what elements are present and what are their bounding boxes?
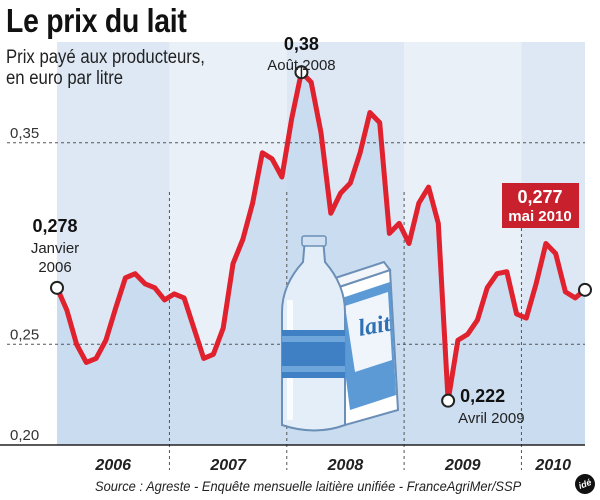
data-point — [495, 272, 499, 275]
year-label-2009: 2009 — [444, 457, 481, 474]
annotated-point — [578, 282, 592, 297]
chart-subtitle: Prix payé aux producteurs, en euro par l… — [6, 47, 205, 89]
data-point — [134, 272, 137, 275]
annotation-value: 0,277 — [517, 187, 562, 207]
data-point — [163, 298, 166, 302]
year-label-2007: 2007 — [209, 457, 247, 474]
annotation-label: Avril 2009 — [458, 410, 524, 427]
data-point — [182, 296, 186, 300]
data-point — [202, 357, 205, 360]
data-point — [192, 326, 196, 330]
data-point — [124, 276, 127, 279]
subtitle-line-1: Prix payé aux producteurs, — [6, 47, 205, 68]
callout-box — [502, 183, 579, 228]
data-point — [173, 292, 176, 296]
data-point — [212, 353, 215, 356]
annotation-label: 2006 — [38, 259, 71, 276]
data-point — [104, 339, 108, 342]
data-point — [544, 242, 548, 245]
data-point — [358, 151, 362, 155]
source-note: Source : Agreste - Enquête mensuelle lai… — [95, 478, 522, 494]
data-point — [153, 286, 156, 290]
chart-title: Le prix du lait — [6, 2, 187, 39]
data-point — [564, 290, 567, 294]
data-point — [114, 306, 117, 310]
annotation-label: Août 2008 — [267, 57, 335, 74]
data-point — [222, 326, 225, 330]
data-point — [368, 111, 372, 114]
data-point — [417, 202, 420, 205]
data-point — [75, 343, 78, 346]
year-label-2006: 2006 — [94, 457, 131, 474]
data-point — [85, 361, 88, 364]
data-point — [515, 312, 518, 316]
y-tick-label: 0,20 — [10, 427, 39, 444]
annotation-value: 0,222 — [460, 386, 505, 406]
data-point — [378, 121, 381, 124]
data-point — [427, 185, 430, 189]
annotation-value: 0,278 — [32, 216, 77, 236]
data-point — [525, 316, 528, 320]
data-point — [251, 202, 254, 205]
data-point — [456, 339, 460, 342]
data-point — [398, 222, 401, 225]
data-point — [407, 242, 411, 245]
annotation-value: 0,38 — [284, 34, 319, 54]
y-tick-label: 0,35 — [10, 125, 39, 142]
data-point — [310, 81, 313, 84]
annotation-label: mai 2010 — [508, 208, 571, 225]
data-point — [554, 252, 557, 255]
data-point — [231, 262, 235, 265]
data-point — [329, 212, 332, 215]
data-point — [437, 222, 440, 225]
subtitle-line-2: en euro par litre — [6, 68, 124, 89]
data-point — [94, 357, 98, 360]
year-label-2008: 2008 — [327, 457, 364, 474]
data-point — [290, 117, 293, 120]
annotation-label: Janvier — [31, 240, 79, 257]
annotated-point — [50, 280, 64, 295]
y-tick-label: 0,25 — [10, 326, 39, 343]
data-point — [270, 157, 274, 161]
data-point — [241, 238, 244, 241]
data-point — [143, 282, 147, 285]
milk-bottle-icon — [281, 235, 346, 432]
data-point — [505, 270, 508, 273]
carton-label: lait — [356, 310, 393, 341]
data-point — [388, 232, 391, 235]
annotated-point — [441, 393, 456, 408]
data-point — [280, 175, 284, 179]
data-point — [574, 296, 577, 300]
data-point — [319, 131, 323, 134]
data-point — [486, 286, 489, 290]
data-point — [466, 332, 469, 336]
data-point — [339, 191, 342, 195]
data-point — [534, 282, 538, 285]
data-point — [476, 318, 479, 322]
data-point — [65, 308, 68, 312]
data-point — [349, 181, 352, 185]
data-point — [261, 151, 264, 155]
year-label-2010: 2010 — [534, 457, 571, 474]
milk-illustration: lait — [281, 235, 400, 432]
